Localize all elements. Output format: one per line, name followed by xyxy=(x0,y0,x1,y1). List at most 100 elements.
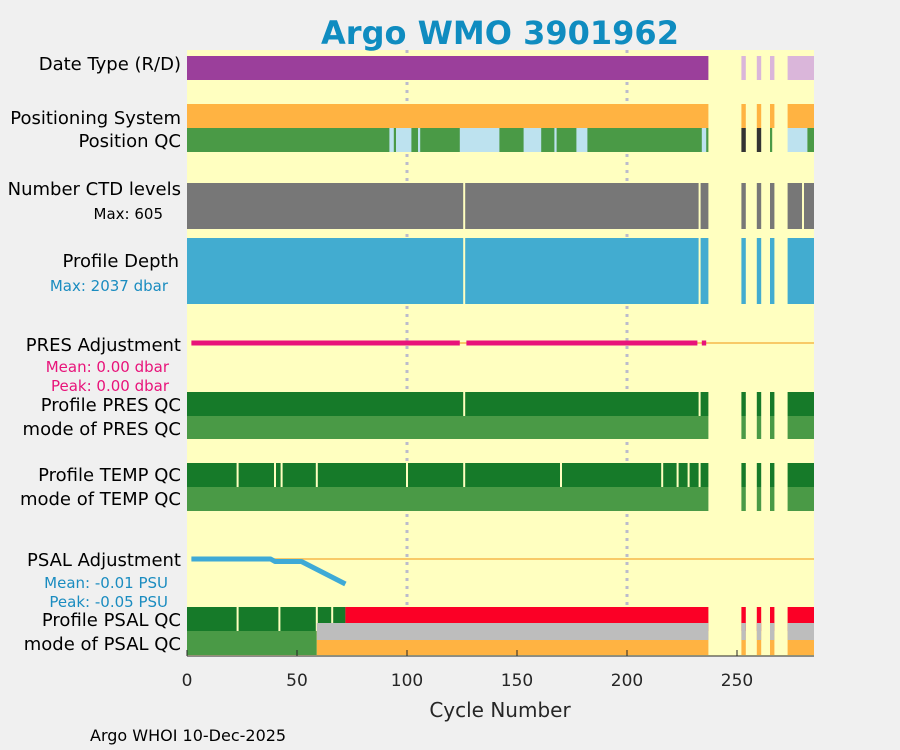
profile-depth-bar-4 xyxy=(787,238,814,304)
mode-of-psal-qc-bar-2 xyxy=(741,631,746,655)
profile-temp-qc-gap-6 xyxy=(560,463,562,487)
row-label-profile-pres-qc: Profile PRES QC xyxy=(41,395,181,416)
mode-of-psal-qc-bar-3 xyxy=(756,631,762,655)
mode-of-temp-qc-bar-4 xyxy=(787,487,814,511)
profile-psal-qc-bar-2 xyxy=(741,607,746,631)
profile-temp-qc-gap-7 xyxy=(661,463,664,487)
profile-psal-qc-bar-4 xyxy=(770,607,775,631)
x-tick-label-150: 150 xyxy=(501,671,533,691)
number-ctd-levels-bar-4 xyxy=(787,183,814,229)
mode-of-temp-qc-bar-0 xyxy=(187,487,709,511)
profile-depth-bar-3 xyxy=(770,238,775,304)
number-ctd-levels-gap-1 xyxy=(698,183,701,229)
mode-of-pres-qc-bar-2 xyxy=(756,416,762,439)
number-ctd-levels-gap-0 xyxy=(463,183,466,229)
positioning-system-bar-3 xyxy=(770,104,775,128)
position-qc-bar-8 xyxy=(701,128,707,152)
profile-pres-qc-gap-0 xyxy=(463,392,466,416)
profile-depth-gap-1 xyxy=(698,238,701,304)
profile-depth-bar-1 xyxy=(741,238,746,304)
number-ctd-levels-bar-0 xyxy=(187,183,709,229)
row-label-profile-psal-qc: Profile PSAL QC xyxy=(42,610,181,631)
number-ctd-levels-gap-2 xyxy=(802,183,804,229)
x-tick-label-0: 0 xyxy=(182,671,193,691)
mode-of-psal-qc-overlay-bar-1 xyxy=(741,623,746,640)
psal-adjustment-line xyxy=(191,556,347,587)
profile-pres-qc-gap-1 xyxy=(698,392,701,416)
profile-temp-qc-gap-5 xyxy=(463,463,466,487)
depth-max-label: Max: 2037 dbar xyxy=(50,277,169,295)
position-qc-bar-6 xyxy=(554,128,557,152)
mode-of-psal-qc-bar-4 xyxy=(770,631,775,655)
profile-psal-qc-gap-2 xyxy=(315,607,318,631)
position-qc-bar-2 xyxy=(396,128,412,152)
profile-temp-qc-gap-10 xyxy=(698,463,701,487)
mode-of-temp-qc-bar-1 xyxy=(741,487,746,511)
chart-title: Argo WMO 3901962 xyxy=(321,14,679,52)
number-ctd-levels-bar-3 xyxy=(770,183,775,229)
number-ctd-levels-bar-1 xyxy=(741,183,746,229)
gridlines xyxy=(405,50,629,656)
mode-of-pres-qc-bar-4 xyxy=(787,416,814,439)
chart-bars xyxy=(187,56,814,655)
position-qc-bar-9 xyxy=(741,128,746,152)
position-qc-bar-4 xyxy=(459,128,500,152)
profile-temp-qc-gap-8 xyxy=(676,463,679,487)
row-label-psal-adjustment: PSAL Adjustment xyxy=(27,550,181,571)
x-axis-label: Cycle Number xyxy=(429,698,571,722)
row-label-mode-of-psal-qc: mode of PSAL QC xyxy=(24,634,181,655)
row-label-profile-temp-qc: Profile TEMP QC xyxy=(38,465,181,486)
position-qc-bar-0 xyxy=(187,128,709,152)
row-label-mode-of-temp-qc: mode of TEMP QC xyxy=(20,489,181,510)
row-label-number-ctd-levels: Number CTD levels xyxy=(8,179,181,200)
row-label-profile-depth: Profile Depth xyxy=(62,251,179,272)
date-type-bar-4 xyxy=(787,56,814,80)
mode-of-psal-qc-overlay-bar-2 xyxy=(756,623,762,640)
x-tick-label-100: 100 xyxy=(391,671,423,691)
mode-of-pres-qc-bar-1 xyxy=(741,416,746,439)
position-qc-bar-3 xyxy=(418,128,421,152)
mode-of-pres-qc-bar-3 xyxy=(770,416,775,439)
date-type-bar-1 xyxy=(741,56,746,80)
date-type-bar-2 xyxy=(756,56,762,80)
x-tick-label-200: 200 xyxy=(611,671,643,691)
profile-temp-qc-bar-1 xyxy=(741,463,746,487)
psal-peak-label: Peak: -0.05 PSU xyxy=(49,593,168,611)
mode-of-temp-qc-bar-2 xyxy=(756,487,762,511)
row-label-date-type: Date Type (R/D) xyxy=(39,54,181,75)
x-tick-label-250: 250 xyxy=(721,671,753,691)
profile-temp-qc-gap-9 xyxy=(687,463,690,487)
date-type-bar-3 xyxy=(770,56,775,80)
profile-temp-qc-bar-3 xyxy=(770,463,775,487)
row-label-positioning-system: Positioning System xyxy=(10,108,181,129)
position-qc-bar-11 xyxy=(770,128,773,152)
mode-of-psal-qc-overlay-bar-3 xyxy=(770,623,775,640)
mode-of-pres-qc-bar-0 xyxy=(187,416,709,439)
psal-mean-label: Mean: -0.01 PSU xyxy=(44,574,168,592)
pres-peak-label: Peak: 0.00 dbar xyxy=(51,377,170,395)
mode-of-psal-qc-overlay-bar-4 xyxy=(787,623,814,640)
pres-mean-label: Mean: 0.00 dbar xyxy=(46,358,170,376)
position-qc-bar-13 xyxy=(807,128,814,152)
profile-psal-qc-gap-1 xyxy=(278,607,281,631)
profile-pres-qc-bar-0 xyxy=(187,392,709,416)
positioning-system-bar-1 xyxy=(741,104,746,128)
position-qc-bar-5 xyxy=(523,128,542,152)
mode-of-temp-qc-bar-3 xyxy=(770,487,775,511)
profile-temp-qc-gap-1 xyxy=(274,463,276,487)
profile-depth-bar-0 xyxy=(187,238,709,304)
chart-lines xyxy=(191,340,814,587)
profile-temp-qc-gap-3 xyxy=(315,463,318,487)
mode-of-psal-qc-overlay-bar-0 xyxy=(316,623,709,640)
row-label-pres-adjustment: PRES Adjustment xyxy=(26,335,181,356)
date-type-bar-0 xyxy=(187,56,709,80)
profile-temp-qc-bar-4 xyxy=(787,463,814,487)
positioning-system-bar-0 xyxy=(187,104,709,128)
profile-temp-qc-bar-0 xyxy=(187,463,709,487)
positioning-system-bar-4 xyxy=(787,104,814,128)
position-qc-bar-1 xyxy=(389,128,394,152)
profile-temp-qc-gap-2 xyxy=(280,463,283,487)
row-label-mode-of-pres-qc: mode of PRES QC xyxy=(23,419,181,440)
profile-temp-qc-gap-4 xyxy=(406,463,408,487)
